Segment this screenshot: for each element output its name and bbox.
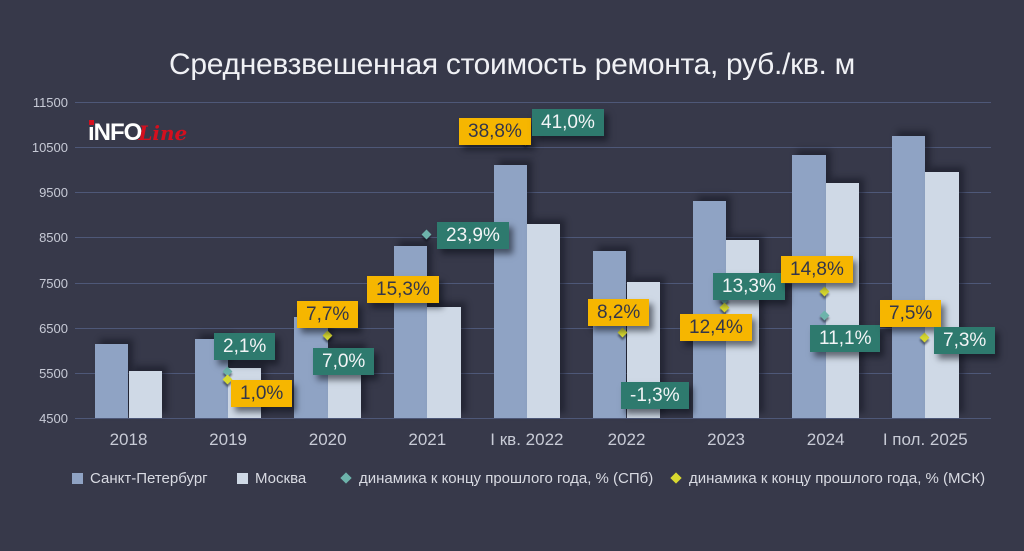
dynamics-badge-spb: 7,0% [313,348,375,375]
x-axis-label: 2024 [806,430,845,449]
x-axis-label: 2019 [209,430,247,449]
legend-label: Санкт-Петербург [90,469,208,487]
legend: Санкт-Петербург Москва динамика к концу пр… [0,467,1024,489]
dynamics-badge-msk: 7,5% [880,300,942,327]
dynamics-badge-spb: 13,3% [713,273,785,300]
y-axis-label: 4500 [39,411,68,426]
x-axis-label: 2023 [707,430,745,449]
bar-spb-2024 [792,155,826,418]
legend-diamond-icon [670,472,682,484]
y-axis-label: 8500 [39,230,68,246]
dynamics-badge-msk: 12,4% [680,314,752,341]
dynamics-badge-msk: 38,8% [459,118,531,145]
dynamics-badge-msk: 15,3% [367,276,439,303]
bar-spb-I пол. 2025 [891,135,926,418]
gridline [75,192,991,194]
legend-label: динамика к концу прошлого года, % (СПб) [359,469,654,487]
gridline [75,102,991,103]
bar-msk-I кв. 2022 [526,223,561,418]
x-axis-label: I кв. 2022 [490,430,564,449]
x-axis-label: 2022 [607,430,646,449]
x-axis-label: 2018 [109,430,148,449]
dynamics-badge-spb: -1,3% [621,382,689,409]
y-axis-label: 5500 [39,365,68,381]
legend-item: Москва [237,467,306,489]
y-axis-label: 6500 [39,320,68,336]
bar-msk-2024 [825,183,860,418]
x-axis-label: I пол. 2025 [882,430,968,449]
legend-diamond-icon [340,472,352,484]
infoline-logo: iNFOLine [88,119,187,147]
y-axis-label: 9500 [39,185,68,201]
x-axis-label: 2021 [408,430,447,449]
bar-spb-2021 [393,246,428,418]
y-axis-label: 7500 [39,275,68,291]
dynamics-badge-spb: 41,0% [532,109,604,136]
legend-square-icon [237,472,248,484]
dynamics-badge-spb: 23,9% [437,222,509,249]
bar-spb-2018 [95,343,129,418]
dynamics-badge-spb: 7,3% [934,327,996,354]
dynamics-badge-msk: 8,2% [588,299,650,326]
bar-msk-I пол. 2025 [925,171,959,418]
gridline [75,147,991,149]
logo-text-line: Line [138,121,188,145]
legend-item: Санкт-Петербург [72,467,208,489]
legend-item: динамика к концу прошлого года, % (СПб) [340,467,654,489]
dynamics-badge-msk: 14,8% [781,256,853,283]
bar-spb-2023 [692,201,727,418]
logo-text-info: iNFO [88,119,142,146]
dynamics-badge-msk: 1,0% [231,380,293,407]
chart-title: Средневзвешенная стоимость ремонта, руб.… [169,48,855,81]
legend-label: Москва [255,469,307,487]
y-axis-label: 10500 [31,140,68,156]
y-axis-label: 11500 [32,95,68,110]
legend-item: динамика к концу прошлого года, % (МСК) [670,467,986,489]
bar-msk-2021 [427,307,461,418]
bar-spb-I кв. 2022 [493,165,527,418]
dynamics-badge-msk: 7,7% [297,301,359,328]
gridline [75,418,991,419]
dynamics-badge-spb: 2,1% [214,333,276,360]
dynamics-badge-spb: 11,1% [810,325,881,352]
bar-msk-2018 [128,370,162,418]
legend-label: динамика к концу прошлого года, % (МСК) [689,469,986,487]
legend-square-icon [72,472,83,484]
x-axis-label: 2020 [308,430,347,449]
logo-red-dot [89,120,94,125]
